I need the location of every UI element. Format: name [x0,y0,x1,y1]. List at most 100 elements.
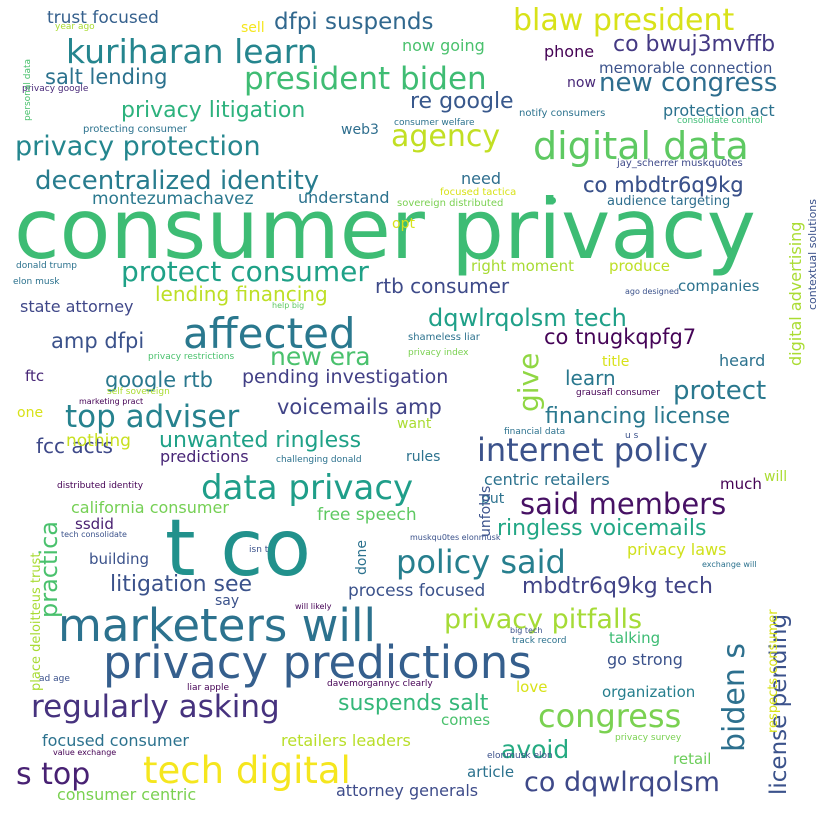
cloud-word: building [89,550,150,568]
cloud-word: phone [544,42,595,61]
cloud-word: focused consumer [42,731,189,750]
cloud-word: grausafl consumer [576,388,660,398]
cloud-word: unfolds [478,485,494,537]
cloud-word: right moment [471,257,575,275]
cloud-word: ad age [39,674,70,684]
cloud-word: mbdtr6q9kg tech [522,574,713,599]
cloud-word: will likely [295,602,332,611]
cloud-word: muskqu0tes elonmusk [410,533,501,542]
cloud-word: co mbdtr6q9kg [583,173,744,197]
cloud-word: montezumachavez [92,189,254,209]
cloud-word: sell [241,20,265,36]
cloud-word: title [602,354,630,370]
cloud-word: liar apple [187,683,230,693]
cloud-word: place deloitteus trust [29,552,44,691]
cloud-word: co tnugkqpfg7 [544,325,697,349]
cloud-word: protect [673,376,767,406]
cloud-word: ringless voicemails [497,516,707,541]
cloud-word: privacy litigation [121,98,306,123]
cloud-word: sovereign distributed [397,198,504,209]
cloud-word: now [567,75,596,91]
cloud-word: lending financing [155,282,328,306]
cloud-word: ssdid [75,515,114,533]
cloud-word: new era [270,342,371,371]
cloud-word: fcc acts [36,434,113,458]
cloud-word: ftc [25,367,45,385]
cloud-word: jay_scherrer muskqu0tes [617,158,743,169]
cloud-word: state attorney [20,297,134,316]
cloud-word: financing license [545,404,731,429]
cloud-word: internet policy [477,431,708,469]
cloud-word: help big [272,301,305,310]
cloud-word: t co [165,504,311,594]
cloud-word: privacy google [22,84,89,94]
cloud-word: u s [625,431,639,441]
cloud-word: elonmusk elon [487,751,553,761]
cloud-word: understand [298,188,390,207]
cloud-word: track record [512,636,567,646]
cloud-word: elon musk [13,277,60,287]
cloud-word: privacy survey [615,733,682,743]
cloud-word: regularly asking [31,689,280,725]
cloud-word: protection act [663,101,775,120]
cloud-word: biden s [717,642,752,752]
dot-mark [549,197,556,204]
cloud-word: contextual solutions [806,198,819,310]
cloud-word: article [467,763,515,781]
cloud-word: consumer welfare [394,118,475,128]
cloud-word: isn t [249,545,269,555]
cloud-word: need [461,169,501,188]
cloud-word: companies [678,277,760,295]
cloud-word: ago designed [625,287,679,296]
cloud-word: blaw president [513,3,735,38]
cloud-word: privacy predictions [103,636,532,689]
cloud-word: give [512,352,545,412]
cloud-word: google rtb [105,368,213,392]
cloud-word: challenging donald [276,455,362,465]
cloud-word: co bwuj3mvffb [613,32,776,57]
cloud-word: dfpi suspends [274,9,434,35]
cloud-word: financial data [504,427,566,437]
cloud-word: amp dfpi [51,329,145,353]
cloud-word: tech consolidate [61,530,127,539]
cloud-word: personal data [23,59,33,121]
cloud-word: opt [392,216,415,232]
cloud-word: want [397,416,432,432]
cloud-word: privacy laws [627,540,727,559]
cloud-word: now going [402,36,485,55]
cloud-word: donald trump [16,261,77,271]
cloud-word: done [354,540,370,575]
cloud-word: retailers leaders [281,731,411,750]
cloud-word: davemorgannyc clearly [327,679,433,689]
cloud-word: love [516,678,548,696]
cloud-word: exchange will [702,560,757,569]
cloud-word: re google [410,89,514,114]
cloud-word: one [17,405,44,421]
cloud-word: shameless liar [408,332,480,343]
cloud-word: consumer centric [57,785,197,804]
cloud-word: memorable connection [599,59,773,77]
cloud-word: said members [520,487,727,521]
cloud-word: unwanted ringless [159,428,362,453]
cloud-word: audience targeting [607,194,731,209]
cloud-word: privacy index [408,348,469,358]
cloud-word: focused tactica [440,187,517,198]
cloud-word: notify consumers [519,108,606,119]
cloud-word: decentralized identity [35,166,320,196]
cloud-word: privacy restrictions [148,352,235,362]
cloud-word: big tech [510,626,543,635]
cloud-word: dqwlrqolsm tech [428,304,627,332]
cloud-word: say [215,593,240,609]
cloud-word: litigation see [110,572,253,597]
cloud-word: consolidate control [677,116,763,126]
cloud-word: put [481,491,505,507]
cloud-word: comes [441,711,491,729]
cloud-word: protecting consumer [83,124,187,135]
cloud-word: pending investigation [242,366,449,388]
cloud-word: produce [609,257,671,275]
cloud-word: congress [538,697,682,735]
cloud-word: suspends salt [338,691,489,716]
cloud-word: self sovereign [107,387,170,397]
cloud-word: kuriharan learn [66,32,318,71]
